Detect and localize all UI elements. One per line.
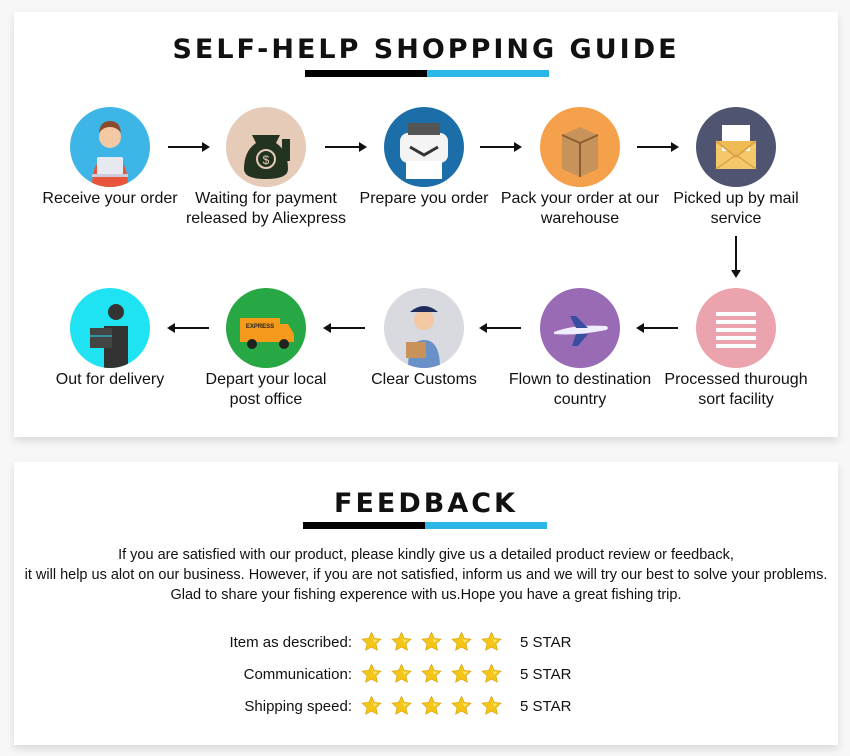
step-3: Prepare you order <box>339 107 509 209</box>
star-icon <box>361 663 382 690</box>
star-icon <box>391 695 412 722</box>
svg-text:$: $ <box>263 153 270 167</box>
step-10: Out for delivery <box>25 288 195 390</box>
step-label: Flown to destination country <box>508 371 652 408</box>
money-bag-hand-icon: $ <box>226 107 306 187</box>
customs-officer-icon <box>384 288 464 368</box>
arrow-right-icon <box>168 142 210 152</box>
rating-value: 5 STAR <box>520 698 572 715</box>
star-icon <box>421 663 442 690</box>
arrow-right-icon <box>325 142 367 152</box>
airplane-icon <box>540 288 620 368</box>
step-label: Clear Customs <box>371 371 477 388</box>
step-5: Picked up by mail service <box>651 107 821 229</box>
feedback-title: FEEDBACK <box>334 488 518 519</box>
star-icon <box>391 631 412 658</box>
arrow-right-icon <box>637 142 679 152</box>
rating-row: Communication: 5 STAR <box>14 663 838 687</box>
star-icon <box>451 631 472 658</box>
star-rating <box>361 631 502 658</box>
arrow-left-icon <box>636 323 678 333</box>
feedback-panel: FEEDBACK If you are satisfied with our p… <box>14 462 838 745</box>
step-8: Clear Customs <box>339 288 509 390</box>
arrow-left-icon <box>167 323 209 333</box>
step-label: Receive your order <box>42 190 178 207</box>
rating-value: 5 STAR <box>520 666 572 683</box>
rating-row: Shipping speed: 5 STAR <box>14 695 838 719</box>
envelope-icon <box>696 107 776 187</box>
rating-label: Communication: <box>243 666 352 683</box>
arrow-right-icon <box>480 142 522 152</box>
step-4: Pack your order at our warehouse <box>495 107 665 229</box>
rating-label: Item as described: <box>229 634 352 651</box>
star-icon <box>481 663 502 690</box>
arrow-down-icon <box>731 236 741 278</box>
arrow-left-icon <box>323 323 365 333</box>
arrow-left-icon <box>479 323 521 333</box>
star-icon <box>481 631 502 658</box>
feedback-line: If you are satisfied with our product, p… <box>118 547 734 563</box>
step-6: Processed thurough sort facility <box>651 288 821 410</box>
title-underline <box>305 70 549 77</box>
rating-value: 5 STAR <box>520 634 572 651</box>
star-icon <box>451 695 472 722</box>
star-icon <box>481 695 502 722</box>
step-label: Processed thurough sort facility <box>664 371 808 408</box>
rating-row: Item as described: 5 STAR <box>14 631 838 655</box>
step-label: Depart your local post office <box>205 371 327 408</box>
shopping-guide-panel: SELF-HELP SHOPPING GUIDE Receive your or… <box>14 12 838 437</box>
step-label: Prepare you order <box>359 190 489 207</box>
step-label: Picked up by mail service <box>673 190 799 227</box>
feedback-line: it will help us alot on our business. Ho… <box>24 567 828 583</box>
star-rating <box>361 663 502 690</box>
title-underline <box>303 522 547 529</box>
step-7: Flown to destination country <box>495 288 665 410</box>
guide-title: SELF-HELP SHOPPING GUIDE <box>172 34 680 65</box>
step-1: Receive your order <box>25 107 195 209</box>
star-icon <box>421 695 442 722</box>
box-icon <box>540 107 620 187</box>
star-icon <box>361 695 382 722</box>
star-icon <box>451 663 472 690</box>
rating-label: Shipping speed: <box>244 698 352 715</box>
printer-icon <box>384 107 464 187</box>
person-laptop-icon <box>70 107 150 187</box>
star-icon <box>391 663 412 690</box>
step-label: Pack your order at our warehouse <box>500 190 660 227</box>
star-rating <box>361 695 502 722</box>
step-label: Waiting for payment released by Aliexpre… <box>185 190 347 227</box>
delivery-person-icon <box>70 288 150 368</box>
feedback-line: Glad to share your fishing experence wit… <box>170 587 682 603</box>
svg-text:EXPRESS: EXPRESS <box>246 324 274 330</box>
star-icon <box>361 631 382 658</box>
step-2: $ Waiting for payment released by Aliexpr… <box>181 107 351 229</box>
star-icon <box>421 631 442 658</box>
lines-icon <box>696 288 776 368</box>
van-icon: EXPRESS <box>226 288 306 368</box>
step-9: EXPRESS Depart your local post office <box>181 288 351 410</box>
step-label: Out for delivery <box>55 371 165 388</box>
